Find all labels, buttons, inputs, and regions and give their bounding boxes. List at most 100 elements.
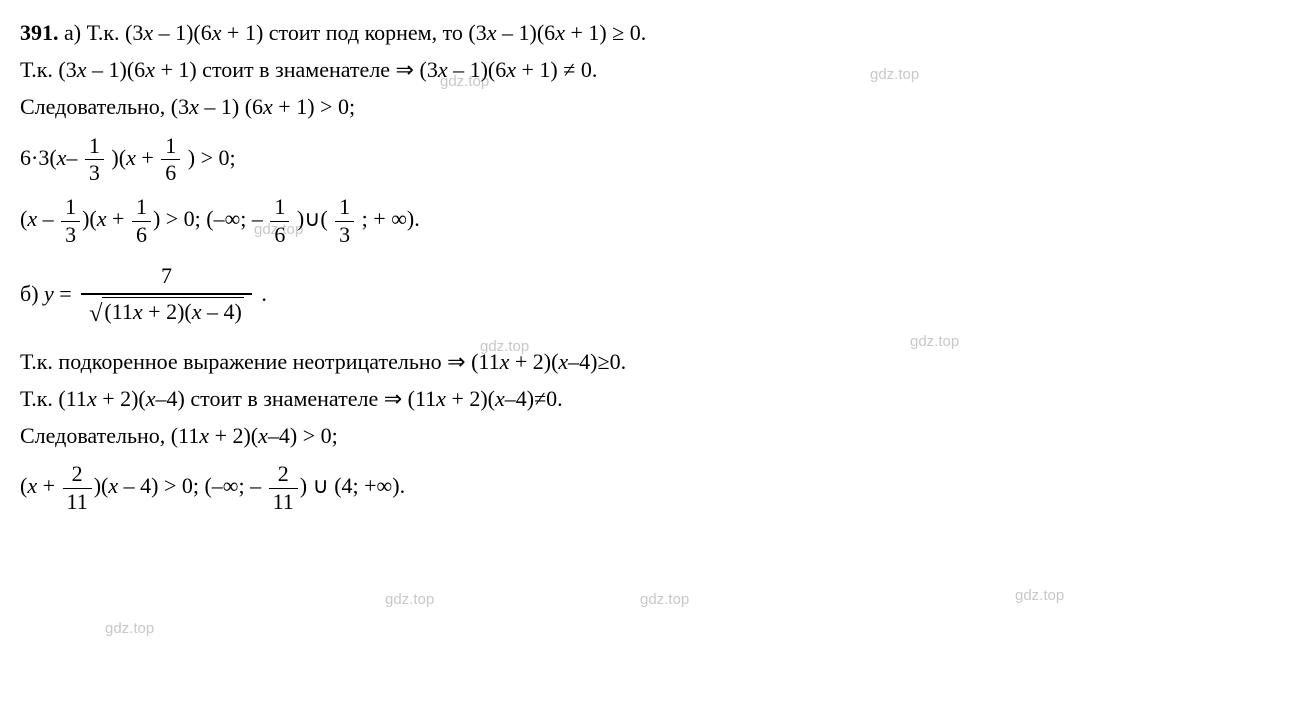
text-segment: – 4) > 0; (–∞; –: [118, 473, 266, 498]
text-segment: Т.к. (3: [20, 57, 77, 82]
text-segment: =: [54, 281, 77, 306]
var-x: x: [199, 423, 209, 448]
var-x: x: [126, 145, 136, 170]
text-segment: ; + ∞).: [356, 206, 420, 231]
var-x: x: [27, 473, 37, 498]
var-x: x: [57, 145, 67, 170]
denominator: 6: [161, 160, 180, 186]
denominator: √(11x + 2)(x – 4): [81, 295, 252, 332]
var-x: x: [506, 57, 516, 82]
text-segment: + 1) > 0;: [273, 94, 355, 119]
numerator: 1: [61, 194, 80, 221]
line-1: 391. а) Т.к. (3x – 1)(6x + 1) стоит под …: [20, 15, 1275, 50]
var-x: x: [108, 473, 118, 498]
text-segment: –4)≥0.: [568, 349, 626, 374]
text-segment: +: [136, 145, 159, 170]
var-x: x: [145, 57, 155, 82]
numerator: 2: [63, 461, 92, 488]
text-segment: .: [256, 281, 267, 306]
var-x: x: [192, 299, 202, 324]
text-segment: )(: [94, 473, 109, 498]
numerator: 1: [161, 133, 180, 160]
text-segment: –: [66, 145, 83, 170]
var-x: x: [487, 20, 497, 45]
line-6: б) y = 7√(11x + 2)(x – 4) .: [20, 260, 1275, 332]
text-segment: – 1)(6: [448, 57, 507, 82]
text-segment: )∪(: [291, 206, 333, 231]
var-x: x: [27, 206, 37, 231]
line-10: (x + 211)(x – 4) > 0; (–∞; – 211) ∪ (4; …: [20, 461, 1275, 515]
denominator: 3: [61, 222, 80, 248]
watermark-text: gdz.top: [640, 588, 689, 612]
text-segment: –4) > 0;: [268, 423, 338, 448]
var-x: x: [438, 57, 448, 82]
text-segment: + 2)(: [509, 349, 558, 374]
var-y: y: [44, 281, 54, 306]
denominator: 6: [270, 222, 289, 248]
text-segment: + 1) стоит под корнем, то (3: [222, 20, 487, 45]
watermark-text: gdz.top: [385, 588, 434, 612]
text-segment: +: [37, 473, 60, 498]
text-segment: –: [37, 206, 59, 231]
text-segment: (11: [104, 299, 133, 324]
var-x: x: [212, 20, 222, 45]
var-x: x: [263, 94, 273, 119]
line-4: 6·3(x– 13 )(x + 16 ) > 0;: [20, 133, 1275, 187]
problem-number: 391.: [20, 20, 59, 45]
var-x: x: [146, 386, 156, 411]
numerator: 1: [335, 194, 354, 221]
var-x: x: [258, 423, 268, 448]
numerator: 1: [270, 194, 289, 221]
line-5: (x – 13)(x + 16) > 0; (–∞; – 16 )∪( 13 ;…: [20, 194, 1275, 248]
fraction-one-third: 13: [61, 194, 80, 248]
text-segment: – 4): [202, 299, 242, 324]
line-8: Т.к. (11x + 2)(x–4) стоит в знаменателе …: [20, 381, 1275, 416]
denominator: 11: [269, 489, 298, 515]
denominator: 11: [63, 489, 92, 515]
text-segment: )(: [106, 145, 126, 170]
text-segment: + 2)(: [97, 386, 146, 411]
text-segment: )(: [82, 206, 97, 231]
fraction-one-sixth: 16: [132, 194, 151, 248]
var-x: x: [77, 57, 87, 82]
numerator: 2: [269, 461, 298, 488]
line-9: Следовательно, (11x + 2)(x–4) > 0;: [20, 418, 1275, 453]
main-fraction: 7√(11x + 2)(x – 4): [81, 260, 252, 332]
text-segment: – 1)(6: [153, 20, 212, 45]
text-segment: а) Т.к. (3: [64, 20, 143, 45]
fraction-two-eleven: 211: [269, 461, 298, 515]
text-segment: Т.к. подкоренное выражение неотрицательн…: [20, 349, 500, 374]
text-segment: Следовательно, (3: [20, 94, 189, 119]
text-segment: Следовательно, (11: [20, 423, 199, 448]
text-segment: + 2)(: [143, 299, 192, 324]
var-x: x: [143, 20, 153, 45]
numerator: 7: [81, 260, 252, 295]
text-segment: – 1)(6: [87, 57, 146, 82]
denominator: 3: [335, 222, 354, 248]
text-segment: – 1) (6: [199, 94, 263, 119]
fraction-one-third: 13: [85, 133, 104, 187]
fraction-one-third: 13: [335, 194, 354, 248]
text-segment: Т.к. (11: [20, 386, 87, 411]
line-3: Следовательно, (3x – 1) (6x + 1) > 0;: [20, 89, 1275, 124]
var-x: x: [555, 20, 565, 45]
denominator: 3: [85, 160, 104, 186]
var-x: x: [558, 349, 568, 374]
numerator: 1: [132, 194, 151, 221]
text-segment: – 1)(6: [497, 20, 556, 45]
numerator: 1: [85, 133, 104, 160]
text-segment: + 1) ≠ 0.: [516, 57, 597, 82]
text-segment: +: [107, 206, 130, 231]
denominator: 6: [132, 222, 151, 248]
line-7: Т.к. подкоренное выражение неотрицательн…: [20, 344, 1275, 379]
var-x: x: [87, 386, 97, 411]
var-x: x: [495, 386, 505, 411]
var-x: x: [500, 349, 510, 374]
watermark-text: gdz.top: [105, 617, 154, 641]
text-segment: ) > 0;: [182, 145, 235, 170]
var-x: x: [189, 94, 199, 119]
text-segment: 6·3(: [20, 145, 57, 170]
text-segment: + 1) стоит в знаменателе ⇒ (3: [155, 57, 438, 82]
text-segment: б): [20, 281, 44, 306]
text-segment: –4)≠0.: [505, 386, 563, 411]
